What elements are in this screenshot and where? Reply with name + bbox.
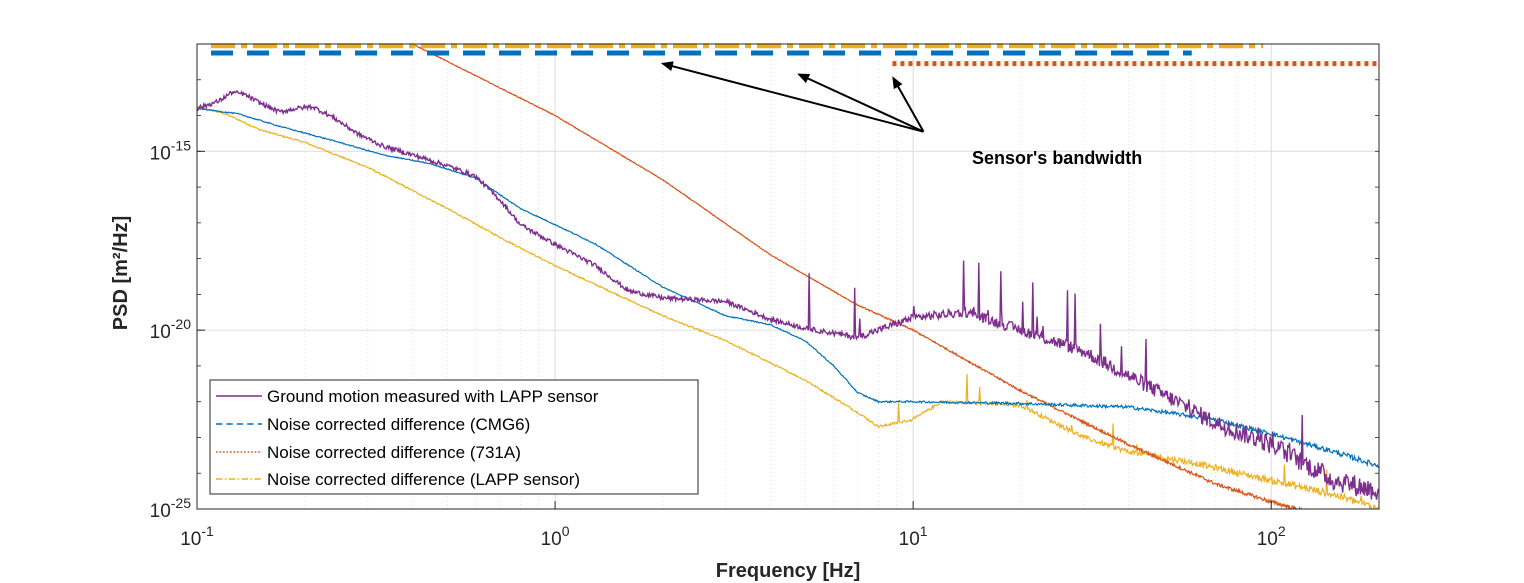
x-tick-label: 100: [541, 523, 570, 550]
x-axis-title: Frequency [Hz]: [716, 560, 860, 582]
x-tick-label: 102: [1257, 523, 1286, 550]
bandwidth-annotation: Sensor's bandwidth: [660, 61, 1142, 168]
annotation-arrow-1: [797, 73, 924, 133]
y-tick-label: 10-25: [150, 495, 192, 522]
y-tick-label: 10-20: [150, 316, 192, 343]
annotation-arrow-0: [660, 61, 924, 133]
tick-labels: 10-1 100 101 102 10-25 10-20 10-15: [150, 137, 1286, 550]
y-axis-title: PSD [m²/Hz]: [110, 216, 132, 330]
legend-label-cmg6: Noise corrected difference (CMG6): [267, 415, 530, 434]
series-line-1: [197, 107, 1379, 469]
annotation-arrow-2: [892, 76, 925, 133]
x-tick-label: 101: [899, 523, 928, 550]
annotation-text: Sensor's bandwidth: [972, 148, 1142, 168]
bandwidth-bars: [211, 43, 1379, 67]
legend: Ground motion measured with LAPP sensor …: [209, 379, 699, 495]
plot-area: [197, 44, 1379, 509]
series-line-0: [197, 89, 1379, 500]
y-tick-label: 10-15: [150, 137, 192, 164]
legend-label-ground-motion: Ground motion measured with LAPP sensor: [267, 387, 599, 406]
major-grid: [197, 44, 1379, 509]
axes-box: [196, 43, 1380, 510]
legend-box: [209, 379, 699, 495]
axes: [196, 43, 1380, 510]
series-line-3: [197, 105, 1379, 509]
x-tick-label: 10-1: [180, 523, 214, 550]
legend-label-731a: Noise corrected difference (731A): [267, 443, 521, 462]
series-line-2: [412, 44, 1306, 509]
legend-label-lapp: Noise corrected difference (LAPP sensor): [267, 470, 580, 489]
